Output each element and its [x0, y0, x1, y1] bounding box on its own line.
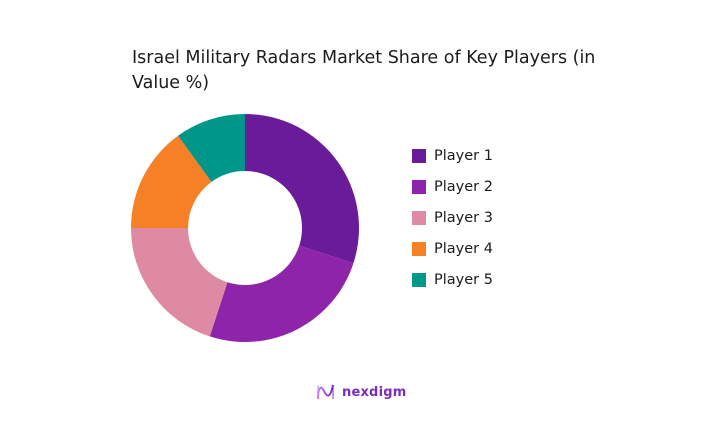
- nexdigm-logo-icon: [317, 384, 334, 400]
- legend-item-player-3: Player 3: [412, 202, 493, 233]
- chart-legend: Player 1 Player 2 Player 3 Player 4 Play…: [412, 140, 493, 295]
- legend-item-player-4: Player 4: [412, 233, 493, 264]
- donut-slice-player-1: [245, 114, 359, 264]
- donut-slice-player-4: [131, 135, 212, 228]
- legend-swatch: [412, 272, 426, 287]
- brand-name: nexdigm: [342, 384, 407, 400]
- donut-slice-player-5: [177, 114, 245, 182]
- legend-label: Player 1: [434, 147, 493, 164]
- legend-swatch: [412, 179, 426, 194]
- legend-item-player-5: Player 5: [412, 264, 493, 295]
- legend-label: Player 3: [434, 209, 493, 226]
- legend-label: Player 5: [434, 271, 493, 288]
- donut-slice-player-3: [131, 228, 228, 337]
- legend-swatch: [412, 241, 426, 256]
- legend-label: Player 2: [434, 178, 493, 195]
- legend-swatch: [412, 210, 426, 225]
- legend-swatch: [412, 148, 426, 163]
- legend-label: Player 4: [434, 240, 493, 257]
- donut-slice-player-2: [209, 245, 354, 342]
- donut-chart: [131, 114, 359, 342]
- legend-item-player-2: Player 2: [412, 171, 493, 202]
- legend-item-player-1: Player 1: [412, 140, 493, 171]
- chart-title: Israel Military Radars Market Share of K…: [132, 48, 596, 93]
- brand-logo: nexdigm: [316, 383, 406, 401]
